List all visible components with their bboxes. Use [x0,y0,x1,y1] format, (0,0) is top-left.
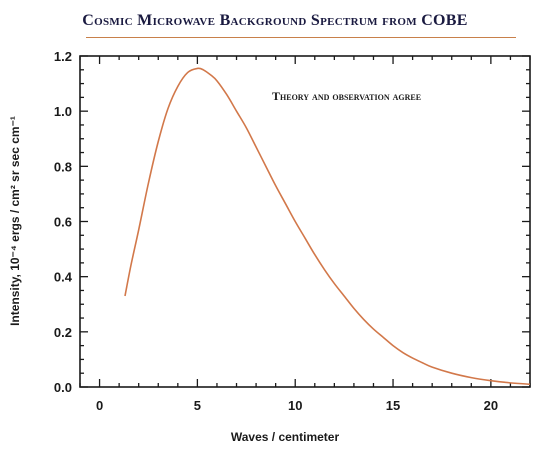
y-tick-label: 1.2 [54,49,72,64]
y-tick-label: 1.0 [54,104,72,119]
y-tick-label: 0.2 [54,325,72,340]
x-tick-labels: 0 5 10 15 20 [96,398,498,413]
y-axis-label: Intensity, 10⁻⁴ ergs / cm² sr sec cm⁻¹ [8,116,22,326]
chart-title: Cosmic Microwave Background Spectrum fro… [82,12,468,29]
x-tick-label: 15 [386,398,400,413]
y-tick-labels: 0.0 0.2 0.4 0.6 0.8 1.0 1.2 [54,49,73,395]
y-tick-label: 0.8 [54,159,72,174]
x-axis-label: Waves / centimeter [231,430,340,444]
spectrum-curve [124,67,531,386]
axis-ticks [79,55,531,388]
annotation-text: Theory and observation agree [272,89,421,103]
x-tick-label: 10 [288,398,302,413]
title-underline [86,37,516,38]
y-tick-label: 0.4 [54,270,73,285]
plot-area-frame [79,55,531,388]
x-tick-label: 5 [194,398,201,413]
y-tick-label: 0.6 [54,215,72,230]
y-tick-label: 0.0 [54,380,72,395]
x-tick-label: 0 [96,398,103,413]
x-tick-label: 20 [484,398,498,413]
